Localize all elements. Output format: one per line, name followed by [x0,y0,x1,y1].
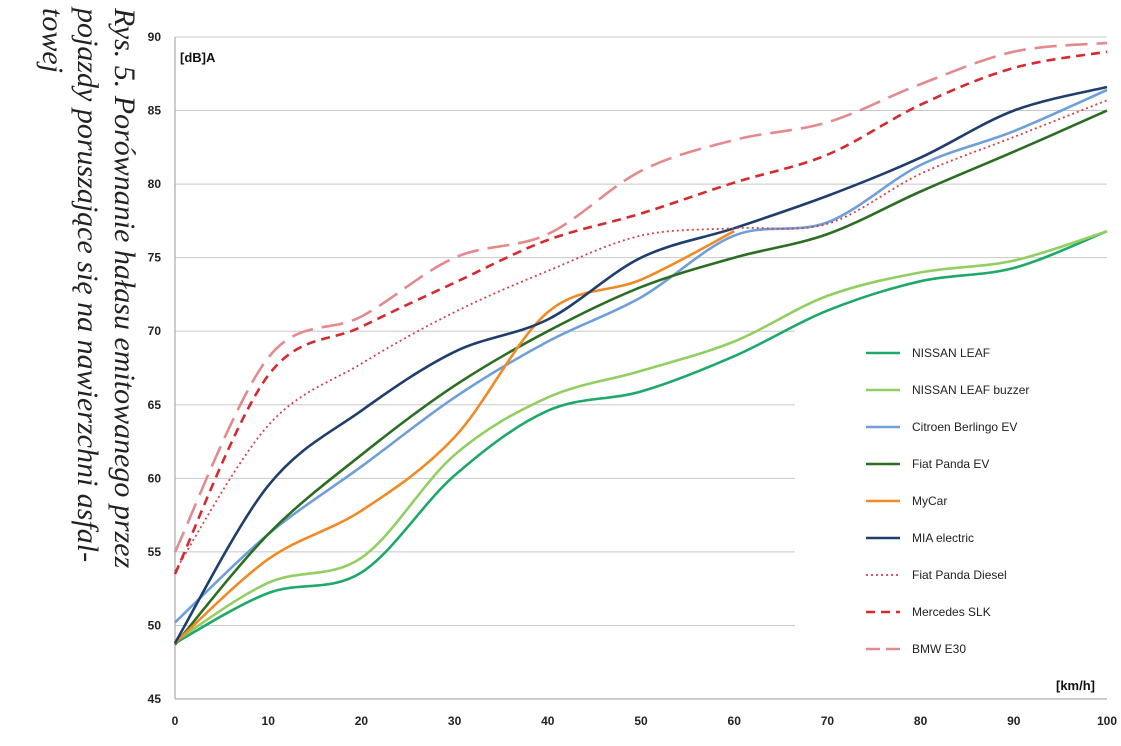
series-line-nissan-leaf-buzzer [174,229,1108,643]
figure-caption: Rys. 5. Porównanie hałasu emitowanego pr… [36,6,141,569]
x-tick-label: 70 [821,714,835,728]
y-tick-label: 85 [148,104,162,118]
legend: NISSAN LEAF NISSAN LEAF buzzer Citroen Ber… [866,346,1029,656]
legend-label-citroen-berlingo-ev: Citroen Berlingo EV [912,420,1017,434]
series-line-bmw-e30 [173,41,1108,553]
x-tick-label: 80 [914,714,928,728]
legend-label-nissan-leaf-buzzer: NISSAN LEAF buzzer [912,383,1029,397]
x-tick-label: 100 [1097,714,1117,728]
y-tick-label: 55 [148,545,162,559]
series-line-mycar [174,230,735,645]
x-tick-label: 90 [1007,714,1021,728]
series-line-citroen-berlingo-ev [174,88,1108,624]
y-tick-label: 90 [148,30,162,44]
caption-line-1: Rys. 5. Porównanie hałasu emitowanego pr… [108,7,141,569]
x-tick-label: 60 [728,714,742,728]
x-tick-label: 30 [448,714,462,728]
series-lines [173,41,1108,646]
y-axis-unit-label: [dB]A [180,50,216,65]
series-line-fiat-panda-ev [174,109,1108,646]
legend-label-bmw-e30: BMW E30 [912,642,966,656]
x-axis-unit-label: [km/h] [1056,678,1095,693]
caption-line-2: pojazdy poruszające się na nawierzchni a… [71,6,104,562]
x-tick-label: 20 [355,714,369,728]
legend-label-fiat-panda-diesel: Fiat Panda Diesel [912,568,1007,582]
x-tick-label: 50 [634,714,648,728]
y-tick-label: 80 [148,177,162,191]
y-tick-label: 70 [148,324,162,338]
legend-label-nissan-leaf: NISSAN LEAF [912,346,990,360]
y-tick-label: 45 [148,692,162,706]
caption-line-3: towej [36,8,69,73]
series-line-mia-electric [173,85,1108,644]
y-tick-label: 60 [148,471,162,485]
legend-label-mercedes-slk: Mercedes SLK [912,605,991,619]
legend-label-fiat-panda-ev: Fiat Panda EV [912,457,989,471]
series-line-fiat-panda-diesel [174,99,1108,572]
series-line-mercedes-slk [173,50,1108,575]
x-tick-label: 40 [541,714,555,728]
y-tick-label: 65 [148,398,162,412]
legend-label-mia-electric: MIA electric [912,531,974,545]
y-tick-label: 75 [148,251,162,265]
x-tick-label: 10 [262,714,276,728]
legend-label-mycar: MyCar [912,494,947,508]
series-line-nissan-leaf [174,229,1108,645]
y-tick-label: 50 [148,618,162,632]
x-tick-label: 0 [172,714,179,728]
axes: 45 50 55 60 65 70 75 80 85 90 0 10 20 30 40 50 60 70 80 90 1… [148,30,1118,728]
